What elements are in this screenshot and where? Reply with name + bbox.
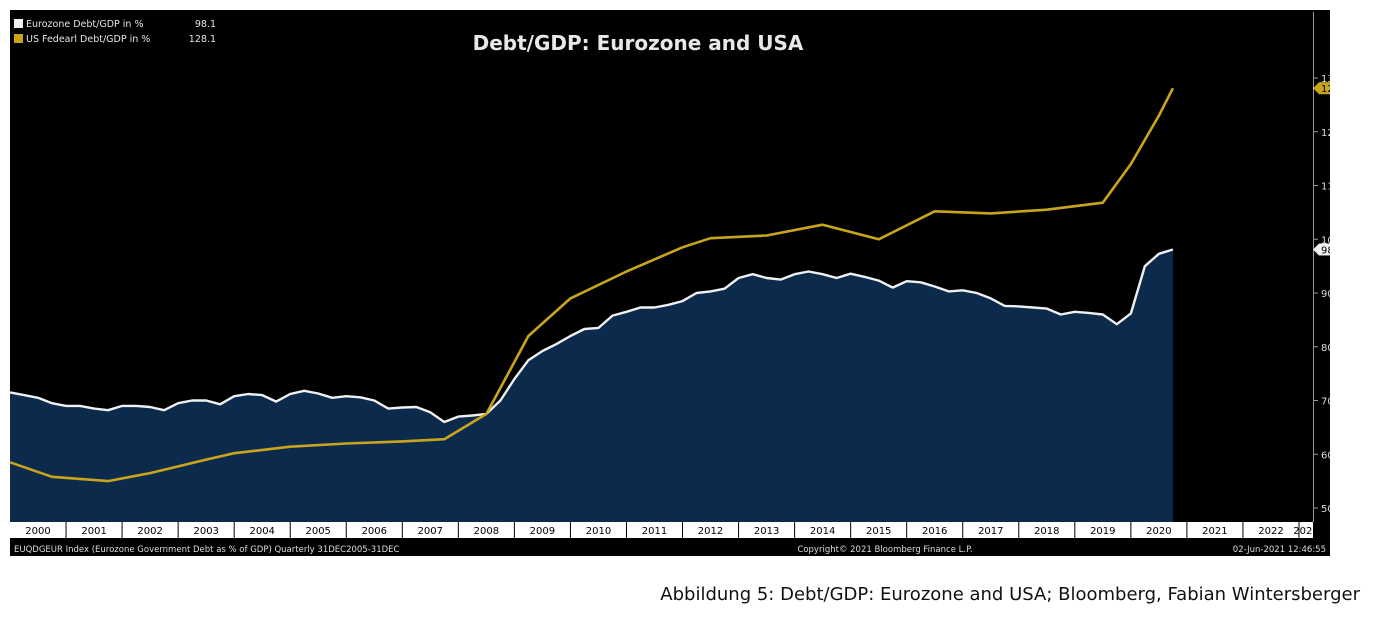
y-tick-label-130: 130 [1321, 74, 1330, 85]
legend-label-eurozone: Eurozone Debt/GDP in % [26, 19, 143, 30]
footer-copyright: Copyright© 2021 Bloomberg Finance L.P. [797, 545, 972, 555]
x-tick-label-2010: 2010 [586, 526, 611, 537]
y-tick-label-50: 50 [1321, 504, 1330, 515]
eurozone-last-value-tag-pointer [1313, 243, 1319, 256]
x-tick-label-2021: 2021 [1202, 526, 1227, 537]
legend-value-us: 128.1 [189, 34, 216, 45]
y-tick-label-100: 100 [1321, 235, 1330, 246]
us-last-value-tag-text: 128.1 [1321, 84, 1330, 95]
chart-footer: EUQDGEUR Index (Eurozone Government Debt… [14, 545, 1326, 555]
x-tick-label-2023: 2023 [1293, 526, 1318, 537]
x-tick-label-2013: 2013 [754, 526, 779, 537]
bloomberg-chart-panel: 50 60 70 80 90 100 110 120 130 2000 2001 2002 2003 20… [10, 10, 1330, 556]
y-tick-label-80: 80 [1321, 343, 1330, 354]
figure-caption: Abbildung 5: Debt/GDP: Eurozone and USA;… [660, 584, 1360, 605]
legend-value-eurozone: 98.1 [195, 19, 216, 30]
x-tick-label-2002: 2002 [137, 526, 162, 537]
eurozone-last-value-tag-box [1319, 243, 1330, 256]
x-tick-label-2004: 2004 [249, 526, 274, 537]
x-tick-label-2007: 2007 [418, 526, 443, 537]
eurozone-area-fill [10, 249, 1173, 522]
x-tick-label-2001: 2001 [81, 526, 106, 537]
legend-background [10, 12, 226, 49]
footer-index-description: EUQDGEUR Index (Eurozone Government Debt… [14, 545, 400, 555]
x-tick-label-2006: 2006 [362, 526, 387, 537]
x-tick-label-2015: 2015 [866, 526, 891, 537]
x-tick-label-2012: 2012 [698, 526, 723, 537]
y-tick-label-60: 60 [1321, 450, 1330, 461]
x-tick-label-2017: 2017 [978, 526, 1003, 537]
legend-label-us: US Fedearl Debt/GDP in % [26, 34, 150, 45]
eurozone-last-value-tag-text: 98.1 [1321, 245, 1330, 256]
y-tick-label-70: 70 [1321, 397, 1330, 408]
x-tick-label-2005: 2005 [305, 526, 330, 537]
x-tick-label-2003: 2003 [193, 526, 218, 537]
chart-legend: Eurozone Debt/GDP in % 98.1 US Fedearl D… [10, 12, 226, 49]
legend-swatch-eurozone [14, 19, 23, 28]
us-series-line [10, 87, 1175, 483]
us-last-value-tag-box [1319, 82, 1330, 95]
x-tick-label-2022: 2022 [1258, 526, 1283, 537]
x-axis-strip [10, 522, 1313, 538]
x-tick-label-2009: 2009 [530, 526, 555, 537]
y-tick-label-110: 110 [1321, 182, 1330, 193]
eurozone-series-line [10, 248, 1174, 424]
debt-gdp-chart: 50 60 70 80 90 100 110 120 130 2000 2001 2002 2003 20… [10, 12, 1330, 555]
us-last-value-tag-pointer [1313, 82, 1319, 95]
x-tick-label-2016: 2016 [922, 526, 947, 537]
x-tick-label-2008: 2008 [474, 526, 499, 537]
x-tick-label-2000: 2000 [25, 526, 50, 537]
y-tick-label-120: 120 [1321, 128, 1330, 139]
chart-title: Debt/GDP: Eurozone and USA [473, 31, 804, 55]
x-tick-label-2018: 2018 [1034, 526, 1059, 537]
legend-swatch-us [14, 34, 23, 43]
x-tick-label-2020: 2020 [1146, 526, 1171, 537]
x-tick-label-2019: 2019 [1090, 526, 1115, 537]
x-tick-label-2011: 2011 [642, 526, 667, 537]
footer-timestamp: 02-Jun-2021 12:46:55 [1233, 545, 1326, 555]
y-tick-label-90: 90 [1321, 289, 1330, 300]
x-tick-label-2014: 2014 [810, 526, 835, 537]
